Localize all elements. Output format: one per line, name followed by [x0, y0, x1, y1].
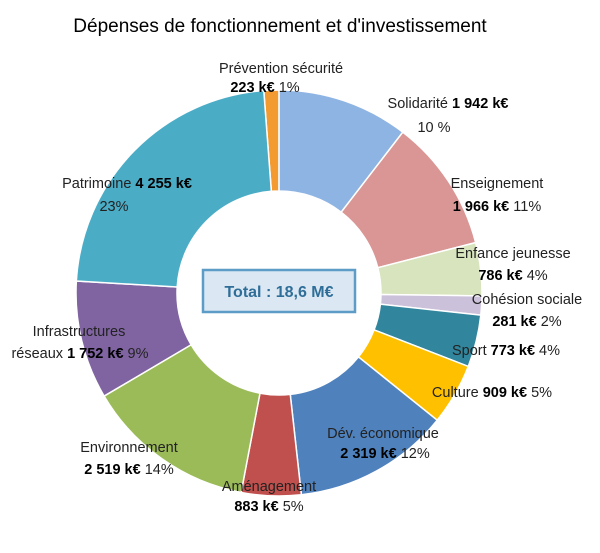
slice-name: Aménagement: [222, 479, 316, 495]
label-cohesion-sociale: 281 k€ 2%: [492, 314, 561, 330]
label-dev-economique: 2 319 k€ 12%: [340, 446, 430, 462]
donut-slices: [75, 89, 483, 497]
label-solidarite: 10 %: [417, 120, 450, 136]
slice-percent: 1%: [275, 80, 300, 96]
slice-labels: Prévention sécurité 223 k€ 1% Solidarité 1…: [11, 61, 582, 515]
label-patrimoine: Patrimoine 4 255 k€: [62, 176, 192, 192]
slice-name: Solidarité: [388, 96, 448, 112]
label-environnement: Environnement: [80, 440, 178, 456]
total-box: Total : 18,6 M€: [201, 268, 357, 314]
label-enfance-jeunesse: 786 k€ 4%: [478, 268, 547, 284]
label-solidarite: Solidarité 1 942 k€: [388, 96, 509, 112]
slice-name: Enseignement: [451, 176, 544, 192]
slice-value: 4 255 k€: [131, 176, 191, 192]
slice-name: Sport: [452, 343, 487, 359]
label-infrastructures-reseaux: réseaux 1 752 k€ 9%: [11, 346, 148, 362]
slice-value: 223 k€: [230, 80, 274, 96]
label-dev-economique: Dév. économique: [327, 426, 439, 442]
slice-value: 1 942 k€: [448, 96, 508, 112]
slice-name: Patrimoine: [62, 176, 131, 192]
slice-percent: 4%: [535, 343, 560, 359]
slice-value: 281 k€: [492, 314, 536, 330]
label-prevention-securite: 223 k€ 1%: [230, 80, 299, 96]
slice-name: Enfance jeunesse: [455, 246, 570, 262]
total-label: Total : 18,6 M€: [224, 284, 333, 301]
slice-percent: 14%: [141, 462, 174, 478]
slice-name: Cohésion sociale: [472, 292, 582, 308]
slice-value: 883 k€: [234, 499, 278, 515]
slice-percent: 9%: [124, 346, 149, 362]
label-cohesion-sociale: Cohésion sociale: [472, 292, 582, 308]
slice-value: 2 519 k€: [84, 462, 140, 478]
label-prevention-securite: Prévention sécurité: [219, 61, 343, 77]
slice-percent: 23%: [99, 199, 128, 215]
slice-value: 909 k€: [479, 385, 527, 401]
slice-value: 1 752 k€: [63, 346, 123, 362]
slice-percent: 10 %: [417, 120, 450, 136]
label-amenagement: 883 k€ 5%: [234, 499, 303, 515]
slice-name: Environnement: [80, 440, 178, 456]
slice-name: Dév. économique: [327, 426, 439, 442]
slice-value: 2 319 k€: [340, 446, 396, 462]
slice-patrimoine: [75, 89, 273, 288]
label-culture: Culture 909 k€ 5%: [432, 385, 552, 401]
label-amenagement: Aménagement: [222, 479, 316, 495]
label-enseignement: Enseignement: [451, 176, 544, 192]
slice-percent: 11%: [509, 199, 541, 215]
slice-percent: 12%: [397, 446, 430, 462]
slice-value: 1 966 k€: [453, 199, 509, 215]
slice-name: réseaux: [11, 346, 63, 362]
slice-percent: 4%: [523, 268, 548, 284]
label-infrastructures-reseaux: Infrastructures: [33, 324, 126, 340]
label-environnement: 2 519 k€ 14%: [84, 462, 174, 478]
label-enseignement: 1 966 k€ 11%: [453, 199, 542, 215]
label-enfance-jeunesse: Enfance jeunesse: [455, 246, 570, 262]
slice-name: Prévention sécurité: [219, 61, 343, 77]
slice-value: 786 k€: [478, 268, 522, 284]
slice-percent: 5%: [527, 385, 552, 401]
label-sport: Sport 773 k€ 4%: [452, 343, 560, 359]
slice-name: Infrastructures: [33, 324, 126, 340]
slice-percent: 5%: [279, 499, 304, 515]
slice-name: Culture: [432, 385, 479, 401]
label-patrimoine: 23%: [99, 199, 128, 215]
slice-percent: 2%: [537, 314, 562, 330]
chart-title: Dépenses de fonctionnement et d'investis…: [73, 16, 487, 37]
slice-value: 773 k€: [487, 343, 535, 359]
